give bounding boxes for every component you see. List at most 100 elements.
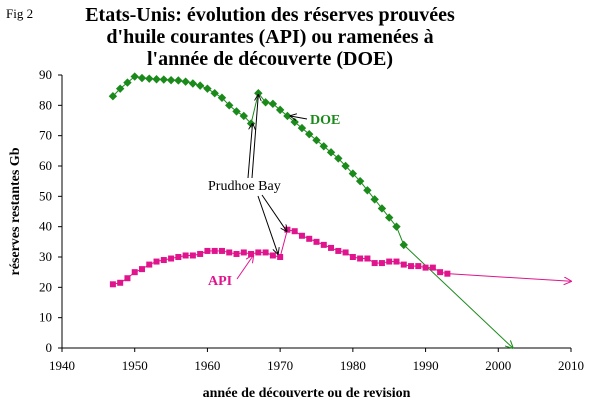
doe-point — [363, 186, 372, 195]
api-point — [197, 250, 204, 257]
api-point — [124, 275, 131, 282]
doe-point — [297, 123, 307, 133]
doe-point — [115, 84, 125, 93]
doe-point — [334, 154, 343, 163]
doe-point — [181, 77, 190, 86]
doe-point — [355, 176, 365, 186]
doe-point — [145, 74, 154, 83]
x-tick-label: 1970 — [267, 358, 293, 373]
y-tick-label: 60 — [39, 158, 52, 173]
y-tick-label: 80 — [39, 97, 52, 112]
y-axis-title: réserves restantes Gb — [8, 147, 23, 275]
api-point — [298, 232, 305, 239]
api-point — [371, 260, 378, 267]
doe-point — [239, 111, 248, 121]
api-point — [233, 250, 240, 257]
doe-point — [326, 148, 336, 157]
annotations: DOE API Prudhoe Bay — [208, 95, 340, 289]
y-tick-label: 50 — [39, 188, 52, 203]
api-segment — [279, 229, 288, 258]
extrapolation-lines — [112, 76, 571, 348]
x-axis-title: année de découverte ou de revision — [203, 386, 411, 401]
doe-label-arrow — [290, 116, 308, 119]
x-tick-label: 1980 — [340, 358, 366, 373]
figure-label: Fig 2 — [6, 6, 34, 21]
api-label-arrow — [236, 255, 253, 280]
api-point — [364, 255, 371, 262]
chart-title-line-2: d'huile courantes (API) ou ramenées à — [106, 26, 434, 48]
api-point — [131, 269, 138, 276]
doe-point — [195, 81, 205, 90]
api-point — [313, 238, 320, 245]
api-point — [226, 249, 233, 256]
doe-point — [399, 240, 408, 250]
api-point — [444, 270, 451, 277]
doe-point — [217, 93, 227, 102]
x-tick-label: 2010 — [558, 358, 584, 373]
extrapolation-doe — [403, 244, 513, 348]
api-point — [109, 281, 116, 288]
doe-point — [152, 75, 161, 84]
api-point — [255, 249, 262, 256]
prudhoe-arrow-doe-low — [247, 124, 253, 179]
data-marks — [108, 72, 451, 288]
x-tick-label: 1990 — [413, 358, 439, 373]
doe-point — [174, 76, 183, 85]
api-point — [422, 264, 429, 271]
prudhoe-arrow-api-low — [257, 195, 278, 254]
doe-point — [210, 89, 219, 98]
prudhoe-arrow-api-high — [261, 194, 287, 231]
x-tick-label: 1960 — [194, 358, 220, 373]
doe-segment — [396, 226, 405, 246]
chart-title-line-1: Etats-Unis: évolution des réserves prouv… — [85, 4, 455, 26]
api-point — [408, 263, 415, 270]
api-point — [415, 263, 422, 270]
api-point — [306, 235, 313, 242]
chart-title: Etats-Unis: évolution des réserves prouv… — [40, 4, 500, 70]
api-point — [378, 260, 385, 267]
doe-point — [123, 78, 132, 87]
api-point — [400, 261, 407, 268]
api-point — [146, 261, 153, 268]
api-point — [240, 249, 247, 256]
doe-point — [108, 92, 118, 101]
api-point — [357, 255, 364, 262]
y-tick-label: 40 — [39, 219, 52, 234]
doe-point — [203, 84, 212, 93]
y-tick-label: 20 — [39, 279, 52, 294]
extrapolation-api — [447, 273, 571, 282]
api-point — [349, 254, 356, 260]
y-tick-label: 10 — [39, 310, 52, 325]
doe-point — [130, 72, 139, 81]
api-point — [189, 252, 196, 259]
y-tick-label: 30 — [39, 249, 52, 264]
api-point — [328, 244, 335, 251]
api-point — [168, 255, 175, 262]
doe-point — [341, 161, 350, 171]
api-point — [182, 252, 189, 259]
api-point — [153, 258, 160, 265]
doe-point — [137, 73, 147, 83]
y-tick-label: 90 — [39, 67, 52, 82]
api-point — [320, 241, 327, 248]
api-point — [386, 258, 393, 265]
prudhoe-arrow-doe-high — [251, 95, 258, 179]
doe-point — [385, 213, 394, 222]
api-point — [175, 254, 182, 260]
x-tick-label: 1950 — [122, 358, 148, 373]
api-point — [138, 266, 145, 273]
api-point — [429, 264, 436, 271]
doe-point — [348, 169, 358, 178]
doe-point — [377, 204, 387, 213]
doe-point — [312, 136, 321, 145]
api-point — [269, 252, 276, 259]
api-series-label: API — [208, 274, 232, 289]
doe-point — [305, 129, 314, 139]
api-point — [277, 254, 284, 260]
api-point — [204, 247, 211, 254]
doe-series-label: DOE — [310, 113, 340, 128]
api-point — [160, 257, 167, 264]
x-tick-label: 2000 — [485, 358, 511, 373]
axes: 0 10 20 30 40 50 60 70 80 90 1940 1950 1960 1970 1980 1… — [8, 67, 584, 401]
